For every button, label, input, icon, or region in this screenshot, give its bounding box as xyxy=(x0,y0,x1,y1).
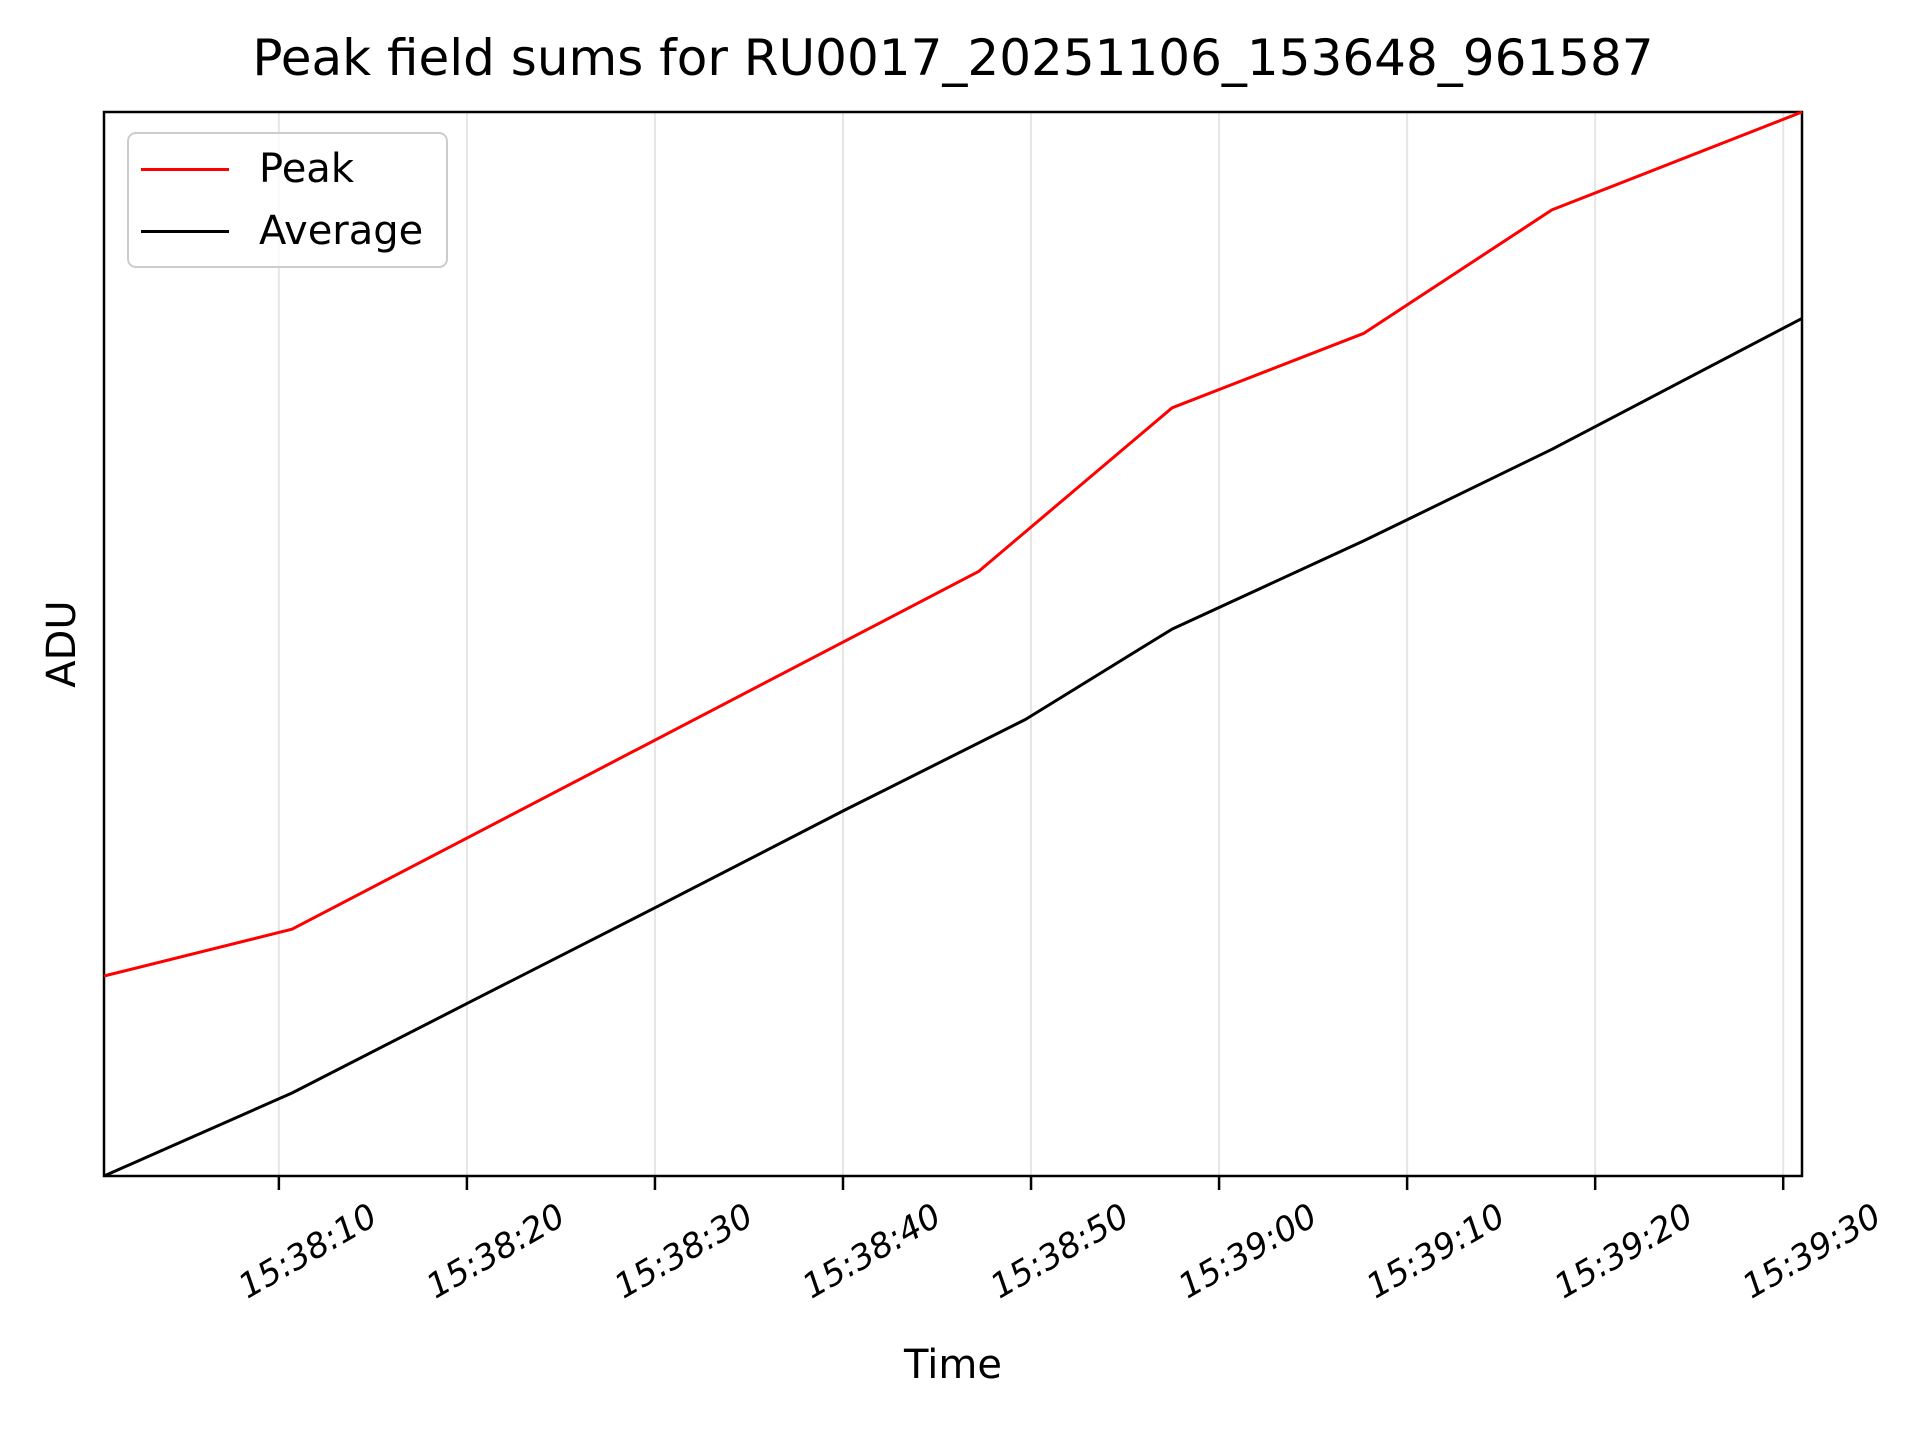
peak-line-swatch xyxy=(141,167,229,171)
legend-item-peak: Peak xyxy=(141,139,434,199)
series-line-average xyxy=(103,317,1803,1178)
axes-frame xyxy=(102,110,1804,1178)
chart-title: Peak field sums for RU0017_20251106_1536… xyxy=(252,29,1654,87)
legend-item-average: Average xyxy=(141,201,434,261)
x-axis-label: Time xyxy=(904,1342,1002,1388)
series-line-peak xyxy=(103,110,1803,978)
legend-label-average: Average xyxy=(259,208,424,254)
legend-label-peak: Peak xyxy=(259,146,354,192)
legend: Peak Average xyxy=(127,132,448,268)
average-line-swatch xyxy=(141,229,229,233)
